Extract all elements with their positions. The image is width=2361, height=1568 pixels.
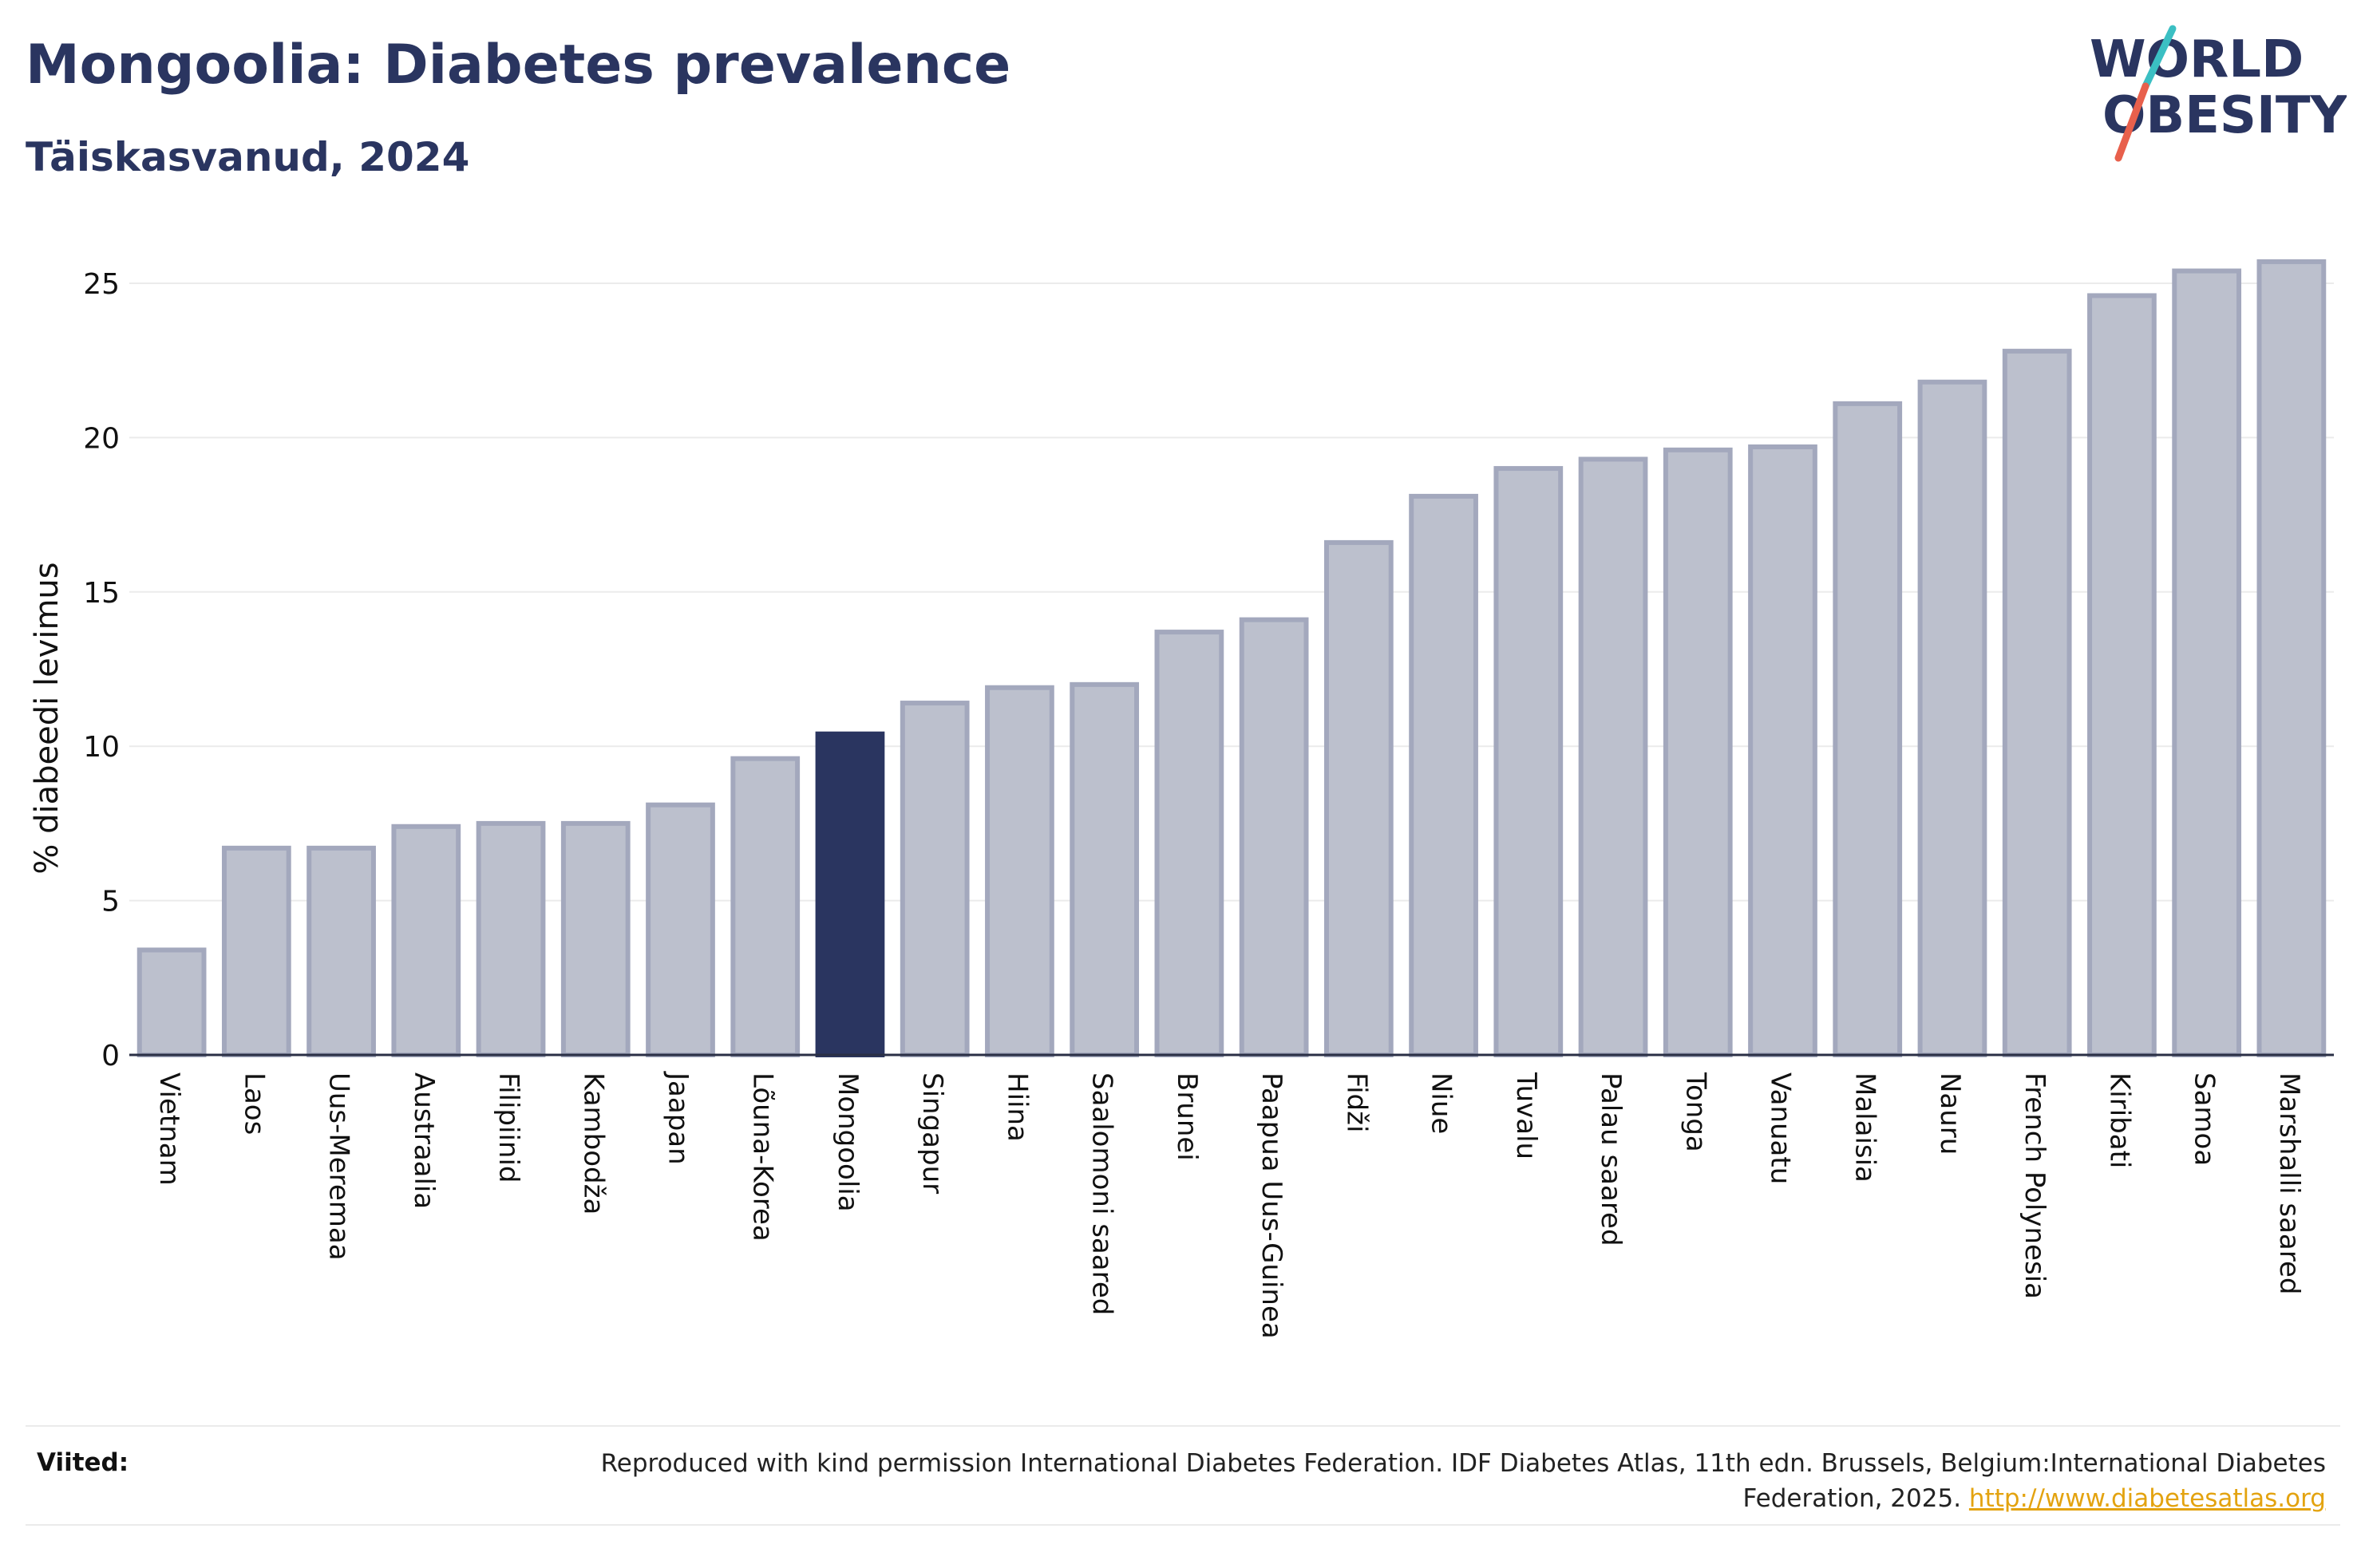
- footer-divider-bottom: [26, 1524, 2340, 1526]
- bar-French Polynesia: [2002, 349, 2072, 1057]
- y-tick-label: 15: [83, 577, 120, 610]
- y-tick-labels: 0 5 10 15 20 25: [83, 268, 120, 1072]
- bar-Mongoolia: [815, 731, 885, 1058]
- bar-Filipiinid: [476, 820, 546, 1058]
- bar-Niue: [1409, 493, 1478, 1057]
- x-tick-label: French Polynesia: [2019, 1072, 2051, 1299]
- x-tick-label: Paapua Uus-Guinea: [1256, 1072, 1287, 1339]
- x-tick-label: Tonga: [1679, 1072, 1711, 1152]
- bar-Tuvalu: [1493, 466, 1564, 1057]
- x-tick-label: Malaisia: [1849, 1072, 1881, 1183]
- logo-slash-bottom: [2114, 82, 2149, 162]
- y-tick-label: 25: [83, 268, 120, 301]
- bar-Singapur: [900, 701, 970, 1057]
- x-tick-label: Jaapan: [662, 1071, 694, 1165]
- x-tick-label: Uus-Meremaa: [323, 1072, 355, 1261]
- bar-Saalomoni saared: [1070, 681, 1140, 1058]
- bar-Brunei: [1154, 630, 1224, 1057]
- x-tick-label: Niue: [1426, 1072, 1457, 1134]
- logo-slash-top: [2142, 25, 2177, 90]
- bar-Samoa: [2172, 268, 2242, 1057]
- x-tick-label: Brunei: [1171, 1072, 1203, 1161]
- x-tick-label: Vanuatu: [1765, 1072, 1797, 1184]
- x-tick-label: Saalomoni saared: [1086, 1072, 1118, 1315]
- chart-title: Mongoolia: Diabetes prevalence: [26, 34, 1011, 97]
- x-tick-label: Nauru: [1934, 1072, 1966, 1155]
- x-tick-label: Hiina: [1001, 1072, 1033, 1142]
- bars-layer: [136, 259, 2327, 1058]
- world-obesity-logo: WORLD OBESITY: [2090, 25, 2347, 162]
- x-tick-labels: Vietnam Laos Uus-Meremaa Austraalia Filipiin…: [153, 1071, 2305, 1339]
- logo-text-world: WORLD: [2090, 30, 2304, 89]
- x-tick-label: Fidži: [1340, 1072, 1372, 1132]
- bar-Hiina: [985, 685, 1054, 1057]
- bar-Kambodža: [560, 820, 631, 1058]
- chart-subtitle: Täiskasvanud, 2024: [26, 134, 470, 180]
- bar-Tonga: [1663, 447, 1733, 1057]
- x-tick-label: Lõuna-Korea: [747, 1072, 779, 1242]
- footer-divider-top: [26, 1425, 2340, 1427]
- references-text: Reproduced with kind permission Internat…: [490, 1446, 2326, 1516]
- bar-Jaapan: [646, 802, 715, 1058]
- bar-Malaisia: [1833, 401, 1903, 1057]
- bar-Laos: [221, 845, 291, 1057]
- references-citation: Reproduced with kind permission Internat…: [600, 1449, 2326, 1513]
- bar-Nauru: [1917, 379, 1987, 1057]
- x-tick-label: Kambodža: [577, 1072, 609, 1215]
- bar-Kiribati: [2087, 293, 2157, 1057]
- y-tick-label: 20: [83, 422, 120, 455]
- x-tick-label: Samoa: [2189, 1072, 2221, 1166]
- x-tick-label: Vietnam: [153, 1072, 185, 1186]
- bar-Lõuna-Korea: [730, 756, 801, 1057]
- bar-Uus-Meremaa: [306, 845, 376, 1057]
- x-tick-label: Singapur: [916, 1072, 948, 1194]
- x-tick-label: Austraalia: [408, 1072, 440, 1209]
- y-axis-label: % diabeedi levimus: [29, 562, 65, 874]
- y-tick-label: 10: [83, 731, 120, 764]
- x-tick-label: Mongoolia: [832, 1072, 864, 1212]
- bar-Marshalli saared: [2256, 259, 2327, 1057]
- x-tick-label: Kiribati: [2103, 1072, 2135, 1168]
- bar-Fidži: [1323, 539, 1394, 1057]
- references-label: Viited:: [37, 1448, 129, 1477]
- x-tick-label: Filipiinid: [492, 1072, 524, 1183]
- x-tick-label: Marshalli saared: [2273, 1072, 2305, 1295]
- references-link[interactable]: http://www.diabetesatlas.org: [1968, 1484, 2326, 1513]
- x-tick-label: Palau saared: [1595, 1072, 1627, 1246]
- y-tick-label: 5: [101, 886, 120, 918]
- bar-Palau saared: [1578, 456, 1648, 1057]
- bar-Paapua Uus-Guinea: [1239, 617, 1309, 1057]
- bar-Vanuatu: [1748, 444, 1817, 1057]
- bar-Vietnam: [136, 947, 207, 1058]
- bar-Austraalia: [391, 823, 461, 1057]
- y-tick-label: 0: [101, 1040, 120, 1072]
- x-tick-label: Laos: [238, 1072, 270, 1135]
- bar-chart: 0 5 10 15 20 25 Vietnam Laos Uus-Meremaa Austraa…: [29, 259, 2334, 1339]
- x-tick-label: Tuvalu: [1510, 1072, 1542, 1159]
